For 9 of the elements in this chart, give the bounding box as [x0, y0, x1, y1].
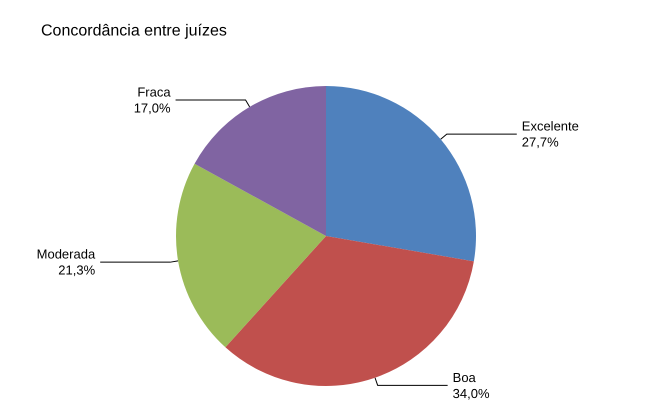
data-label: 34,0%	[452, 386, 490, 401]
data-label: 21,3%	[58, 262, 96, 278]
slice-label: Moderada	[36, 246, 96, 262]
slice-label: Boa	[452, 370, 477, 385]
slice-label: Fraca	[137, 84, 172, 100]
chart-title: Concordância entre juízes	[41, 22, 227, 40]
slice-label: Excelente	[522, 118, 579, 134]
data-label: 17,0%	[134, 100, 171, 116]
data-label: 27,7%	[522, 134, 560, 150]
